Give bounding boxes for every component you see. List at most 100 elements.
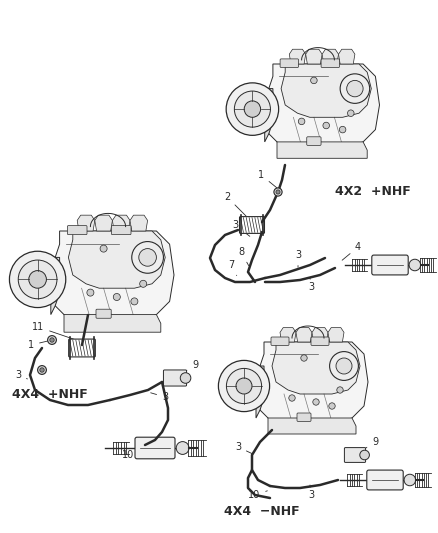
Circle shape bbox=[244, 101, 260, 117]
Circle shape bbox=[40, 368, 44, 372]
Circle shape bbox=[218, 360, 269, 411]
Text: 3: 3 bbox=[294, 250, 300, 267]
FancyBboxPatch shape bbox=[68, 339, 95, 357]
Polygon shape bbox=[130, 215, 147, 231]
Circle shape bbox=[346, 80, 362, 97]
Polygon shape bbox=[77, 215, 95, 231]
Circle shape bbox=[339, 74, 369, 103]
Text: 3: 3 bbox=[234, 442, 252, 454]
FancyBboxPatch shape bbox=[96, 309, 111, 318]
Circle shape bbox=[322, 122, 329, 129]
Polygon shape bbox=[267, 418, 355, 434]
Text: 4X2  +NHF: 4X2 +NHF bbox=[334, 185, 410, 198]
Text: 3: 3 bbox=[15, 370, 27, 380]
FancyBboxPatch shape bbox=[67, 225, 87, 235]
Polygon shape bbox=[289, 49, 305, 64]
Circle shape bbox=[47, 336, 56, 344]
Polygon shape bbox=[264, 88, 272, 142]
FancyBboxPatch shape bbox=[320, 59, 339, 68]
Text: 4X4  −NHF: 4X4 −NHF bbox=[223, 505, 299, 518]
Text: 3: 3 bbox=[231, 220, 249, 236]
Polygon shape bbox=[68, 231, 165, 288]
Polygon shape bbox=[338, 49, 354, 64]
Circle shape bbox=[403, 474, 415, 486]
Polygon shape bbox=[305, 49, 321, 64]
Circle shape bbox=[180, 373, 191, 383]
FancyBboxPatch shape bbox=[297, 413, 310, 422]
Circle shape bbox=[310, 77, 317, 84]
Polygon shape bbox=[51, 231, 173, 328]
FancyBboxPatch shape bbox=[344, 448, 365, 463]
Circle shape bbox=[329, 352, 357, 381]
Circle shape bbox=[339, 126, 345, 133]
Circle shape bbox=[29, 271, 46, 288]
Polygon shape bbox=[255, 366, 263, 418]
Text: 9: 9 bbox=[357, 437, 377, 454]
Circle shape bbox=[276, 190, 279, 194]
Text: 1: 1 bbox=[28, 340, 49, 350]
Circle shape bbox=[335, 358, 351, 374]
Polygon shape bbox=[264, 64, 378, 154]
Circle shape bbox=[87, 289, 94, 296]
Text: 8: 8 bbox=[237, 247, 248, 265]
FancyBboxPatch shape bbox=[306, 137, 320, 146]
Text: 7: 7 bbox=[227, 260, 236, 276]
Circle shape bbox=[100, 245, 107, 252]
Text: 3: 3 bbox=[307, 278, 314, 292]
Circle shape bbox=[359, 450, 368, 460]
FancyBboxPatch shape bbox=[135, 437, 175, 459]
Circle shape bbox=[273, 188, 282, 196]
Polygon shape bbox=[279, 328, 295, 342]
Circle shape bbox=[226, 83, 278, 135]
Circle shape bbox=[234, 91, 270, 127]
Text: 4X4  +NHF: 4X4 +NHF bbox=[12, 388, 88, 401]
FancyBboxPatch shape bbox=[310, 337, 328, 345]
Circle shape bbox=[139, 280, 146, 287]
FancyBboxPatch shape bbox=[366, 470, 402, 490]
FancyBboxPatch shape bbox=[371, 255, 407, 275]
Circle shape bbox=[138, 248, 156, 266]
FancyBboxPatch shape bbox=[239, 216, 264, 233]
Circle shape bbox=[131, 298, 138, 305]
Polygon shape bbox=[255, 342, 367, 430]
Circle shape bbox=[298, 118, 304, 125]
Text: 2: 2 bbox=[223, 192, 245, 216]
Circle shape bbox=[113, 294, 120, 301]
Polygon shape bbox=[64, 314, 160, 332]
Polygon shape bbox=[295, 328, 311, 342]
Circle shape bbox=[288, 395, 294, 401]
Polygon shape bbox=[311, 328, 327, 342]
Circle shape bbox=[336, 387, 343, 393]
Circle shape bbox=[49, 338, 54, 342]
Polygon shape bbox=[272, 342, 359, 394]
Circle shape bbox=[236, 378, 251, 394]
Circle shape bbox=[131, 241, 163, 273]
Polygon shape bbox=[95, 215, 112, 231]
Text: 10: 10 bbox=[247, 490, 267, 500]
Polygon shape bbox=[327, 328, 343, 342]
Polygon shape bbox=[276, 142, 366, 158]
FancyBboxPatch shape bbox=[111, 225, 131, 235]
Polygon shape bbox=[321, 49, 338, 64]
Text: 4: 4 bbox=[341, 242, 360, 260]
Polygon shape bbox=[112, 215, 130, 231]
Circle shape bbox=[226, 368, 261, 403]
Circle shape bbox=[328, 403, 335, 409]
Circle shape bbox=[176, 442, 189, 455]
Circle shape bbox=[312, 399, 318, 405]
Text: 3: 3 bbox=[150, 392, 168, 402]
FancyBboxPatch shape bbox=[270, 337, 288, 345]
Circle shape bbox=[408, 259, 420, 271]
Polygon shape bbox=[280, 64, 371, 117]
FancyBboxPatch shape bbox=[279, 59, 298, 68]
Circle shape bbox=[18, 260, 57, 299]
Polygon shape bbox=[51, 257, 60, 314]
Circle shape bbox=[300, 355, 307, 361]
Circle shape bbox=[38, 366, 46, 374]
Circle shape bbox=[347, 110, 353, 117]
Text: 9: 9 bbox=[177, 360, 198, 376]
Text: 3: 3 bbox=[307, 485, 314, 500]
Text: 10: 10 bbox=[122, 447, 142, 460]
Text: 11: 11 bbox=[32, 322, 79, 341]
Circle shape bbox=[10, 251, 66, 308]
